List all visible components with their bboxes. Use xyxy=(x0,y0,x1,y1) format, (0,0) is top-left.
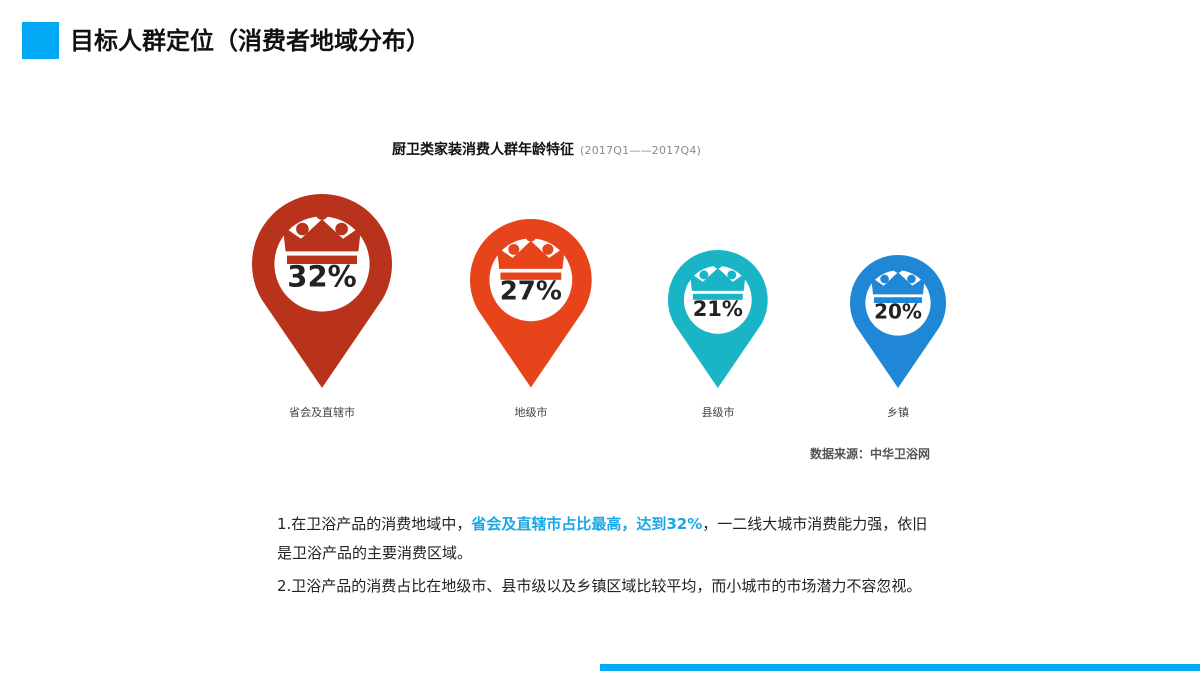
slide-title: 目标人群定位（消费者地域分布） xyxy=(70,27,430,55)
pin-value-label: 27% xyxy=(500,277,562,307)
note-2: 2.卫浴产品的消费占比在地级市、县市级以及乡镇区域比较平均，而小城市的市场潜力不… xyxy=(277,577,922,595)
title-accent-block xyxy=(22,22,59,59)
pin-4: 20% xyxy=(846,251,950,390)
pin-category-label: 地级市 xyxy=(514,406,548,419)
pin-marker: 27% xyxy=(470,219,592,388)
pin-value-label: 32% xyxy=(287,259,356,293)
chart-title: 厨卫类家装消费人群年龄特征 (2017Q1——2017Q4) xyxy=(392,139,701,161)
note-1-text-end: ，一二线大城市消费能力强，依旧是卫浴产品的主要消费区域。 xyxy=(277,515,928,562)
crown-icon xyxy=(491,231,571,281)
footer-accent-bar xyxy=(600,664,1200,671)
crown-icon xyxy=(866,264,930,304)
pin-3: 21% xyxy=(664,246,772,390)
pin-marker: 32% xyxy=(252,194,392,388)
pin-2: 27% xyxy=(466,215,596,390)
pin-value-label: 21% xyxy=(693,297,743,321)
chart-title-text: 厨卫类家装消费人群年龄特征 xyxy=(392,142,574,158)
chart-period: (2017Q1——2017Q4) xyxy=(580,144,702,157)
pin-value-label: 20% xyxy=(874,299,922,323)
pin-category-label: 县级市 xyxy=(701,406,735,419)
pin-1: 32% xyxy=(248,190,396,390)
crown-icon xyxy=(685,259,751,300)
data-source: 数据来源：中华卫浴网 xyxy=(810,447,931,461)
note-1: 1.在卫浴产品的消费地域中，省会及直辖市占比最高，达到32%，一二线大城市消费能… xyxy=(277,510,937,568)
note-1-highlight: 省会及直辖市占比最高，达到32% xyxy=(471,515,703,533)
notes-section: 1.在卫浴产品的消费地域中，省会及直辖市占比最高，达到32%，一二线大城市消费能… xyxy=(277,510,937,601)
pin-category-label: 省会及直辖市 xyxy=(289,406,355,419)
note-1-text: 1.在卫浴产品的消费地域中， xyxy=(277,515,472,533)
crown-icon xyxy=(276,207,368,265)
pin-marker: 21% xyxy=(668,249,768,388)
pin-marker: 20% xyxy=(850,255,946,388)
pin-category-label: 乡镇 xyxy=(887,406,909,419)
